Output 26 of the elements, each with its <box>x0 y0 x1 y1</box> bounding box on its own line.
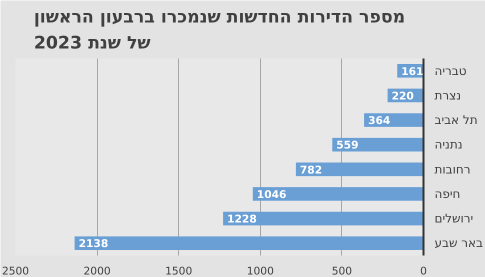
data-label: 559 <box>336 138 359 152</box>
x-tick-label: 1500 <box>165 264 192 277</box>
x-tick-label: 500 <box>332 264 352 277</box>
x-tick-label: 2500 <box>2 264 30 277</box>
x-tick-label: 2000 <box>84 264 111 277</box>
y-tick-label: באר שבע <box>434 236 484 250</box>
y-tick-label: תל אביב <box>434 113 478 128</box>
y-tick-label: נתניה <box>434 138 463 152</box>
data-label: 220 <box>392 89 414 102</box>
y-tick-label: חיפה <box>434 186 460 201</box>
data-label: 1046 <box>256 188 286 201</box>
bar <box>223 212 424 226</box>
bar <box>296 162 424 176</box>
y-tick-label: נצרת <box>434 88 462 102</box>
x-tick-label: 0 <box>420 264 428 277</box>
bar <box>74 236 424 250</box>
data-label: 1228 <box>227 212 257 226</box>
bar <box>252 187 424 201</box>
y-tick-label: רחובות <box>434 162 470 176</box>
data-label: 2138 <box>78 237 108 250</box>
data-label: 782 <box>300 163 322 176</box>
data-label: 364 <box>368 114 390 128</box>
y-tick-label: ירושלים <box>434 212 474 226</box>
chart-title: מספר הדירות החדשות שנמכרו ברבעון הראשון של שנת 2023 <box>34 8 406 54</box>
y-tick-label: טבריה <box>434 64 467 78</box>
x-tick-label: 1000 <box>246 264 274 277</box>
